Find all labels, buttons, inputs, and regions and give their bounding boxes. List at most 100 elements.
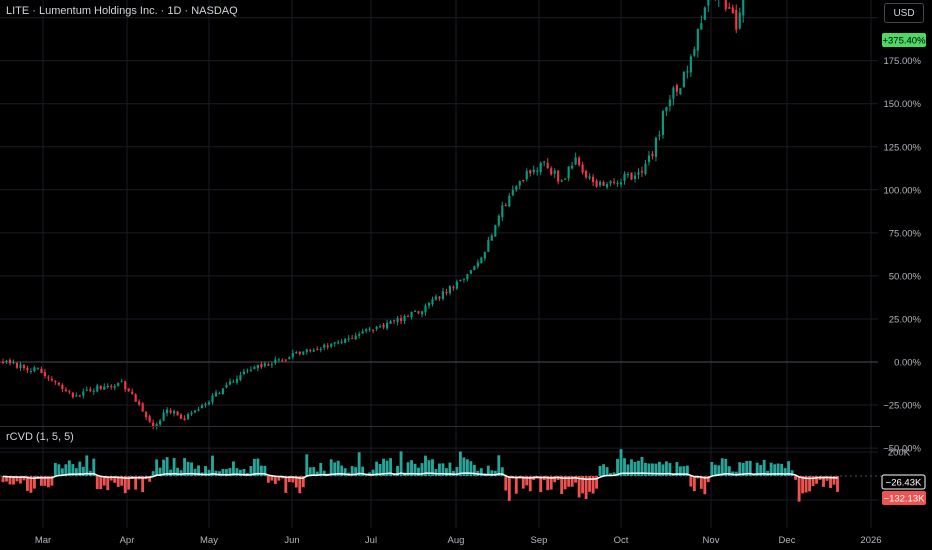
candle-body <box>138 401 141 405</box>
rcvd-bar <box>410 460 413 476</box>
rcvd-bar <box>493 470 497 476</box>
candle-body <box>581 164 584 173</box>
rcvd-line[interactable] <box>2 472 838 480</box>
rcvd-bar <box>259 465 263 476</box>
candle-body <box>99 385 102 390</box>
rcvd-bar <box>361 466 365 476</box>
rcvd-bar <box>270 476 274 481</box>
rcvd-bar <box>249 466 253 476</box>
rcvd-bar <box>12 476 15 485</box>
rcvd-bar <box>637 460 640 476</box>
candle-body <box>260 363 263 368</box>
rcvd-bar <box>808 476 812 492</box>
rcvd-bar <box>109 476 113 481</box>
time-x-axis[interactable]: Mar Apr May Jun Jul Aug Sep Oct Nov Dec 2026 <box>35 535 882 546</box>
rcvd-bar <box>15 476 19 482</box>
rcvd-bar <box>664 461 668 476</box>
candle-body <box>399 318 403 321</box>
rcvd-bar <box>431 459 434 476</box>
rcvd-bar <box>609 473 612 476</box>
candle-body <box>277 359 280 361</box>
last-price-badge-bg <box>882 33 926 47</box>
currency-button[interactable]: USD <box>884 3 924 23</box>
rcvd-bar <box>204 466 207 476</box>
indicator-label[interactable]: rCVD (1, 5, 5) <box>6 431 74 443</box>
candle-body <box>288 357 291 360</box>
rcvd-bar <box>239 469 242 476</box>
candle-body <box>152 422 155 427</box>
rcvd-bar <box>678 466 682 476</box>
candle-body <box>284 359 287 361</box>
candle-body <box>647 155 651 163</box>
chart-title: LITE · Lumentum Holdings Inc. · 1D · NAS… <box>6 5 238 17</box>
candle-body <box>337 342 340 344</box>
candle-body <box>738 12 741 29</box>
rcvd-bar <box>451 470 455 476</box>
rcvd-bar <box>780 463 784 476</box>
candle-body <box>40 368 43 374</box>
rcvd-bar <box>734 471 738 476</box>
rcvd-bar <box>340 465 344 476</box>
rcvd-bar <box>378 463 382 476</box>
candle-body <box>651 153 654 157</box>
candle-body <box>22 364 26 368</box>
candle-body <box>368 328 371 330</box>
rcvd-bar <box>193 468 197 476</box>
rcvd-hist-badge-bg <box>882 491 926 505</box>
candle-body <box>246 370 249 372</box>
rcvd-bar <box>53 462 57 476</box>
price-y-axis[interactable]: 350.00%325.00%300.00%275.00%250.00%225.0… <box>883 0 921 455</box>
rcvd-bar <box>424 455 427 476</box>
rcvd-histogram[interactable] <box>1 449 839 502</box>
candle-body <box>113 386 116 388</box>
rcvd-bar <box>357 452 361 476</box>
candle-body <box>204 403 207 406</box>
rcvd-bar <box>692 476 696 492</box>
rcvd-bar <box>612 472 616 476</box>
rcvd-bar <box>218 471 221 476</box>
rcvd-bar <box>790 470 794 476</box>
rcvd-bar <box>441 463 445 476</box>
candle-body <box>64 389 67 392</box>
rcvd-bar <box>221 468 225 476</box>
rcvd-bar <box>81 466 85 476</box>
candle-body <box>26 368 29 371</box>
candle-body <box>270 364 273 366</box>
candle-body <box>494 225 497 237</box>
candle-body <box>312 349 315 352</box>
price-candles[interactable] <box>1 0 839 430</box>
rcvd-bar <box>825 476 829 481</box>
candle-body <box>200 405 204 409</box>
candle-body <box>665 106 668 112</box>
rcvd-bar <box>169 469 173 476</box>
rcvd-bar <box>783 468 787 476</box>
candle-body <box>29 371 33 373</box>
candle-body <box>529 170 532 174</box>
x-tick-label: Jul <box>365 535 377 546</box>
rcvd-bar <box>298 476 302 494</box>
candle-body <box>595 180 598 187</box>
candle-body <box>675 85 678 92</box>
rcvd-bar <box>521 476 525 489</box>
candle-body <box>193 410 197 413</box>
rcvd-bar <box>713 464 717 476</box>
rcvd-bar <box>95 476 99 490</box>
rcvd-bar <box>445 468 448 476</box>
candle-body <box>703 7 706 20</box>
rcvd-bar <box>626 464 630 476</box>
candle-body <box>291 353 294 357</box>
candle-body <box>47 377 50 379</box>
rcvd-bar <box>724 458 728 476</box>
rcvd-bar <box>29 476 33 493</box>
candle-body <box>504 205 507 207</box>
rcvd-bar <box>399 451 403 476</box>
pane-separator[interactable] <box>0 426 880 427</box>
rcvd-bar <box>706 476 710 483</box>
candle-body <box>483 252 486 259</box>
rcvd-bar <box>654 463 658 476</box>
rcvd-bar <box>689 476 693 487</box>
rcvd-bar <box>197 465 200 476</box>
candle-body <box>497 215 500 226</box>
candle-body <box>33 367 36 372</box>
